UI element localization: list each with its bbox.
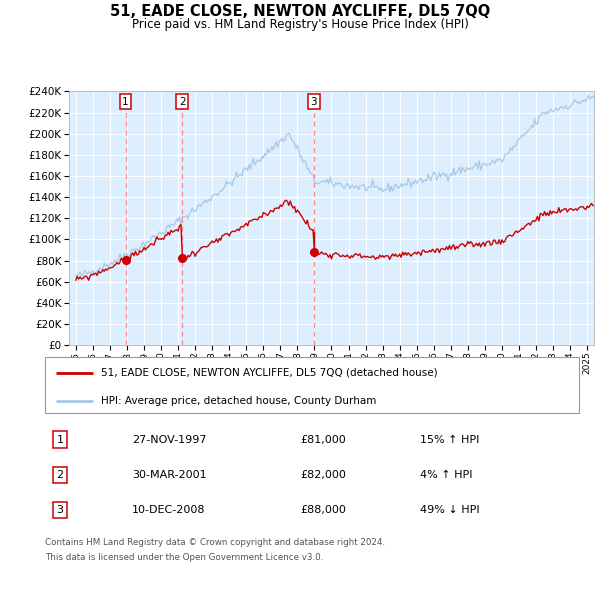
Text: Contains HM Land Registry data © Crown copyright and database right 2024.: Contains HM Land Registry data © Crown c… [45,538,385,547]
Text: 4% ↑ HPI: 4% ↑ HPI [420,470,473,480]
Text: Price paid vs. HM Land Registry's House Price Index (HPI): Price paid vs. HM Land Registry's House … [131,18,469,31]
Text: £88,000: £88,000 [300,506,346,515]
Text: 51, EADE CLOSE, NEWTON AYCLIFFE, DL5 7QQ (detached house): 51, EADE CLOSE, NEWTON AYCLIFFE, DL5 7QQ… [101,368,437,378]
Text: £81,000: £81,000 [300,435,346,444]
Text: 10-DEC-2008: 10-DEC-2008 [132,506,205,515]
Text: 49% ↓ HPI: 49% ↓ HPI [420,506,479,515]
Text: 2: 2 [179,97,185,107]
Text: 30-MAR-2001: 30-MAR-2001 [132,470,206,480]
Text: 1: 1 [56,435,64,444]
Text: 1: 1 [122,97,129,107]
Text: HPI: Average price, detached house, County Durham: HPI: Average price, detached house, Coun… [101,396,376,406]
Text: 2: 2 [56,470,64,480]
Text: 15% ↑ HPI: 15% ↑ HPI [420,435,479,444]
Text: £82,000: £82,000 [300,470,346,480]
Text: 27-NOV-1997: 27-NOV-1997 [132,435,206,444]
Text: This data is licensed under the Open Government Licence v3.0.: This data is licensed under the Open Gov… [45,553,323,562]
Text: 3: 3 [56,506,64,515]
Text: 51, EADE CLOSE, NEWTON AYCLIFFE, DL5 7QQ: 51, EADE CLOSE, NEWTON AYCLIFFE, DL5 7QQ [110,4,490,19]
Text: 3: 3 [310,97,317,107]
